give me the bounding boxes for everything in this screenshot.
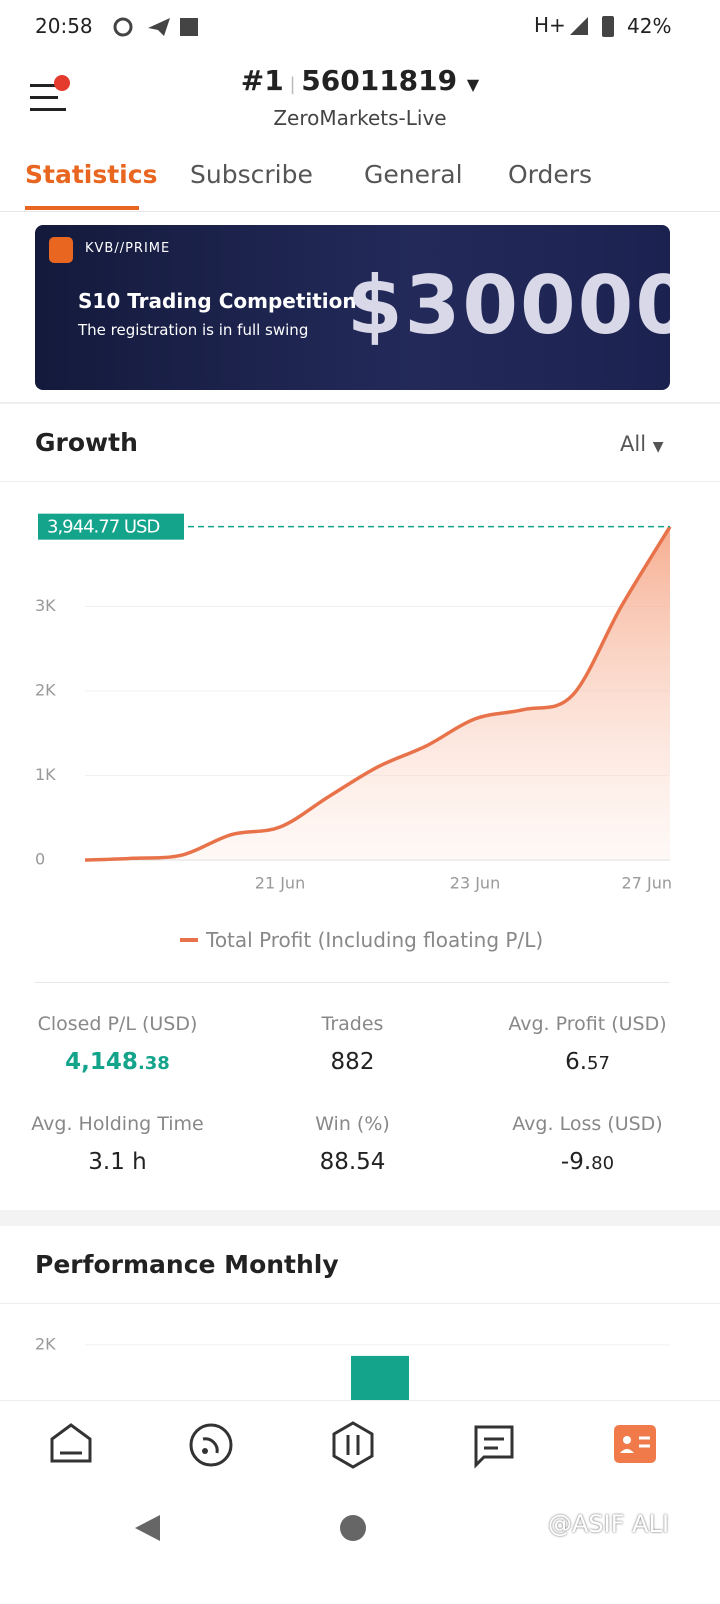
legend-swatch (180, 938, 198, 942)
banner-title: S10 Trading Competition (78, 289, 357, 313)
bar (351, 1355, 409, 1400)
y-tick-label: 2K (35, 1334, 56, 1353)
y-tick-label: 0 (35, 850, 45, 869)
logo (49, 237, 73, 263)
section-title: Performance Monthly (35, 1250, 339, 1279)
stat-label: Avg. Loss (USD) (512, 1113, 663, 1135)
stat-main: 4,148 (65, 1049, 138, 1075)
menu-button[interactable] (28, 72, 74, 118)
stat: Closed P/L (USD) 4,148.38 (0, 1013, 235, 1075)
stat-value: 882 (235, 1049, 470, 1075)
promo-banner[interactable]: KVB//PRIME S10 Trading Competition The r… (35, 225, 670, 390)
stat-value: 88.54 (235, 1149, 470, 1175)
stat: Trades 882 (235, 1013, 470, 1075)
stat-label: Closed P/L (USD) (37, 1013, 198, 1035)
x-tick-label: 27 Jun (622, 874, 672, 893)
account-selector[interactable]: #1 | 56011819 ▼ (240, 64, 480, 97)
stat-label: Trades (321, 1013, 384, 1035)
y-tick-label: 3K (35, 596, 56, 615)
x-tick-label: 23 Jun (450, 874, 500, 893)
stat-value: 3.1 h (0, 1149, 235, 1175)
stat-value: -9.80 (470, 1149, 705, 1175)
stat-main: 88.54 (319, 1149, 386, 1175)
banner-subtitle: The registration is in full swing (78, 321, 309, 339)
stat-label: Win (%) (315, 1113, 390, 1135)
stat-decimal: 57 (587, 1053, 610, 1074)
stat-main: 3.1 h (88, 1149, 147, 1175)
stat: Avg. Loss (USD) -9.80 (470, 1113, 705, 1175)
x-tick-label: 21 Jun (255, 874, 305, 893)
stat: Win (%) 88.54 (235, 1113, 470, 1175)
value-badge (38, 513, 184, 540)
nav-feed[interactable] (189, 1423, 233, 1467)
stat-value: 6.57 (470, 1049, 705, 1075)
server: ZeroMarkets-Live (273, 106, 447, 130)
stat-decimal: .38 (137, 1053, 170, 1074)
battery: 42% (627, 14, 672, 38)
stat: Avg. Profit (USD) 6.57 (470, 1013, 705, 1075)
tab[interactable]: Statistics (25, 160, 158, 189)
system-buttons (135, 1515, 366, 1541)
bottom-nav (0, 1400, 720, 1491)
back-button[interactable] (135, 1515, 160, 1541)
nav-trade[interactable] (332, 1421, 374, 1469)
divider (0, 1303, 720, 1304)
stat-label: Avg. Profit (USD) (508, 1013, 667, 1035)
nav-icons (50, 1421, 656, 1469)
rank: #1 (240, 64, 284, 97)
stat-main: 882 (330, 1049, 375, 1075)
monthly-chart: 2K (35, 1334, 670, 1400)
value-label: 3,944.77 USD (47, 517, 159, 538)
nav-profile[interactable] (614, 1425, 656, 1463)
stat-label: Avg. Holding Time (31, 1113, 204, 1135)
range-filter[interactable]: All ▼ (620, 432, 664, 456)
divider (0, 211, 720, 212)
divider (0, 481, 720, 482)
tab[interactable]: Orders (508, 160, 593, 189)
legend-label: Total Profit (Including floating P/L) (206, 928, 544, 952)
watermark: @ASIF ALI (548, 1510, 670, 1538)
signal-battery (570, 16, 614, 37)
divider (0, 402, 720, 404)
area (85, 526, 670, 860)
filter-value: All (620, 432, 647, 456)
stat-main: 6. (565, 1049, 588, 1075)
divider (35, 982, 670, 983)
y-tick-label: 2K (35, 681, 56, 700)
network: H+ (534, 13, 566, 37)
tab[interactable]: Subscribe (190, 160, 313, 189)
account: 56011819 (301, 64, 458, 97)
home-button[interactable] (340, 1515, 366, 1541)
clock: 20:58 (35, 14, 93, 38)
system-nav (0, 1490, 720, 1600)
section-title: Growth (35, 428, 138, 457)
section-gap (0, 1210, 720, 1226)
stat: Avg. Holding Time 3.1 h (0, 1113, 235, 1175)
line (84, 525, 672, 862)
y-tick-label: 1K (35, 765, 56, 784)
stat-decimal: 80 (591, 1153, 615, 1174)
growth-chart: 0 1K 2K 3K 21 Jun 23 Jun 27 Jun 3,944.77 USD (35, 513, 672, 893)
nav-home[interactable] (50, 1423, 92, 1463)
status-icons (113, 17, 198, 37)
nav-messages[interactable] (474, 1425, 514, 1469)
stat-value: 4,148.38 (0, 1049, 235, 1075)
tab-indicator (25, 206, 139, 210)
brand: KVB//PRIME (85, 241, 171, 256)
tab[interactable]: General (364, 160, 463, 189)
stat-main: -9. (560, 1149, 592, 1175)
banner-amount: $30000 (347, 259, 670, 352)
